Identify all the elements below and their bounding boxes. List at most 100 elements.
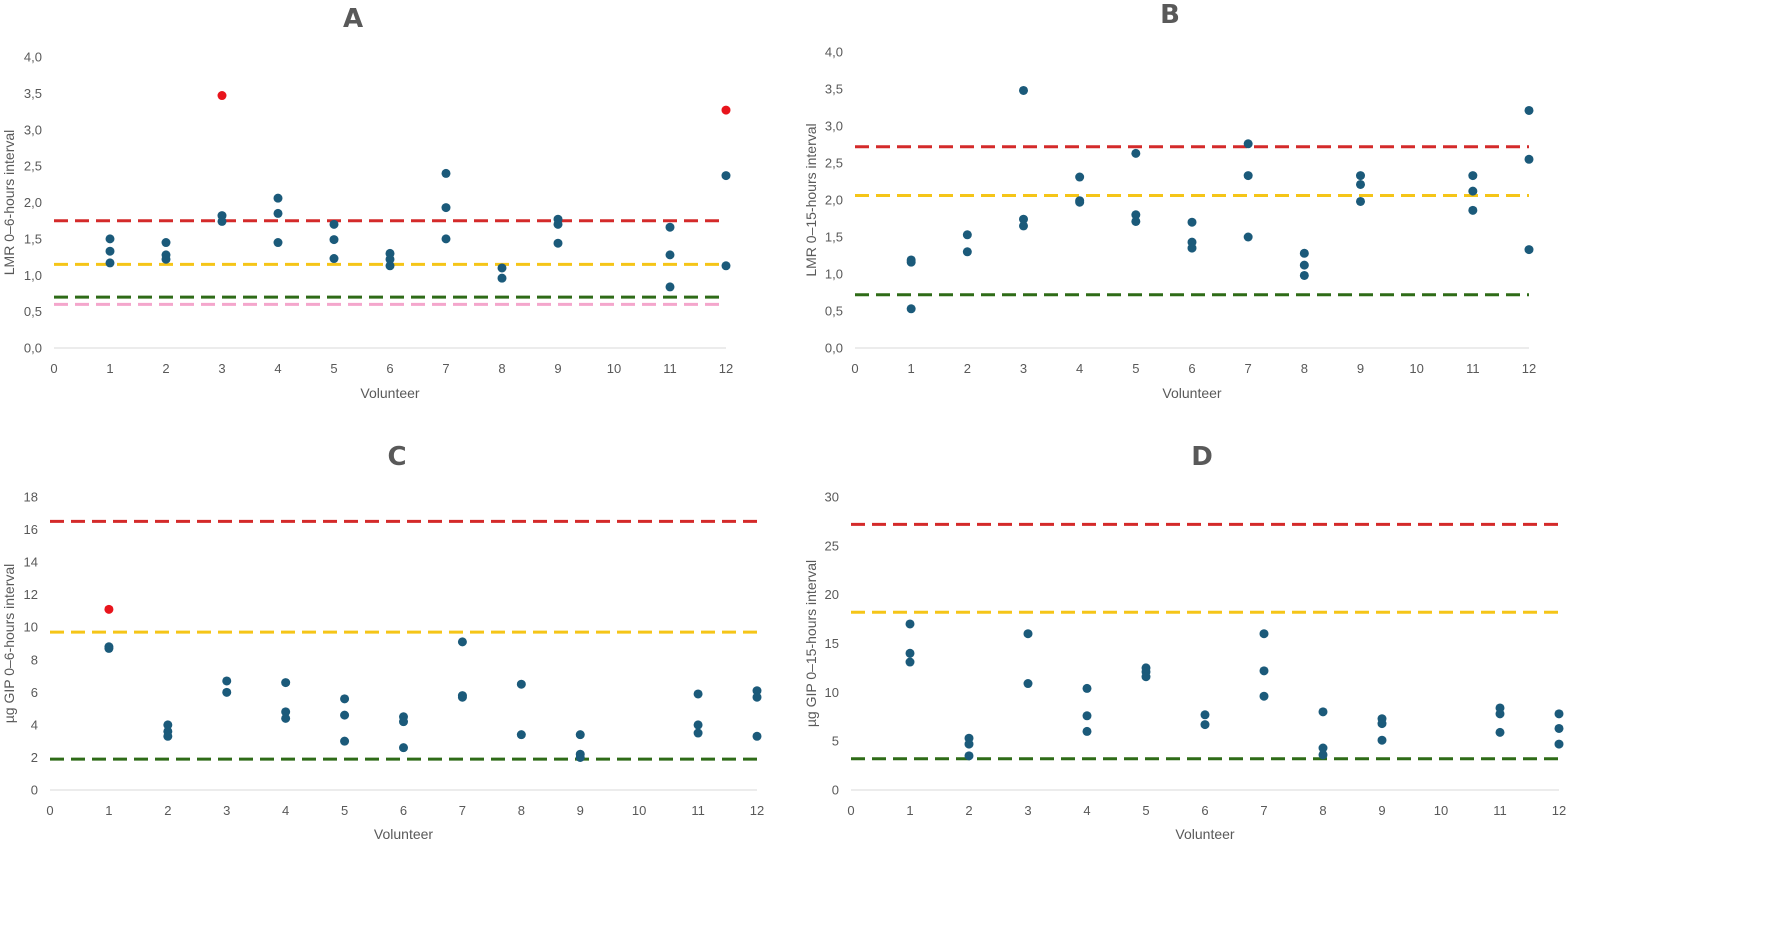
- y-tick-label: 2,5: [24, 159, 42, 174]
- chart-title: D: [1191, 442, 1213, 472]
- data-point: [340, 694, 350, 704]
- x-tick-label: 9: [1357, 361, 1364, 376]
- data-point: [905, 619, 915, 629]
- x-tick-label: 10: [632, 803, 646, 818]
- y-tick-label: 10: [24, 620, 38, 635]
- data-point: [340, 710, 350, 720]
- x-tick-label: 2: [965, 803, 972, 818]
- x-tick-label: 5: [1142, 803, 1149, 818]
- data-point: [1075, 172, 1085, 182]
- data-point: [721, 171, 731, 181]
- data-point: [329, 219, 339, 229]
- x-tick-label: 3: [1020, 361, 1027, 376]
- data-point: [1299, 260, 1309, 270]
- data-point: [1023, 679, 1033, 689]
- x-tick-label: 12: [750, 803, 764, 818]
- x-tick-label: 12: [719, 361, 733, 376]
- y-tick-label: 4: [31, 717, 38, 732]
- data-point: [1299, 270, 1309, 280]
- data-point: [441, 234, 451, 244]
- data-point: [1377, 719, 1387, 729]
- data-point: [441, 203, 451, 213]
- x-tick-label: 7: [1260, 803, 1267, 818]
- y-tick-label: 1,5: [24, 231, 42, 246]
- y-tick-label: 2,0: [24, 195, 42, 210]
- data-point: [104, 643, 114, 653]
- y-tick-label: 4,0: [24, 50, 42, 65]
- x-tick-label: 7: [1245, 361, 1252, 376]
- data-point: [905, 648, 915, 658]
- x-axis-title: Volunteer: [360, 385, 419, 401]
- y-tick-label: 3,5: [24, 86, 42, 101]
- y-tick-label: 0,5: [825, 304, 843, 319]
- y-axis-title: LMR 0–15-hours interval: [803, 123, 819, 276]
- data-point: [665, 282, 675, 292]
- data-point: [497, 263, 507, 273]
- y-tick-label: 20: [825, 587, 839, 602]
- x-tick-label: 4: [282, 803, 289, 818]
- x-tick-label: 6: [1188, 361, 1195, 376]
- data-point: [1259, 666, 1269, 676]
- y-tick-label: 8: [31, 652, 38, 667]
- y-tick-label: 10: [825, 685, 839, 700]
- data-point: [1299, 248, 1309, 258]
- data-point: [1243, 232, 1253, 242]
- y-tick-label: 18: [24, 490, 38, 505]
- data-point: [1019, 221, 1028, 231]
- data-point: [553, 219, 563, 229]
- x-tick-label: 1: [906, 803, 913, 818]
- data-point: [1524, 245, 1534, 255]
- data-point: [161, 238, 171, 248]
- y-tick-label: 3,0: [24, 122, 42, 137]
- x-tick-label: 11: [663, 361, 677, 376]
- data-point: [1377, 735, 1387, 745]
- data-point: [1554, 709, 1564, 719]
- data-point: [497, 273, 507, 283]
- y-tick-label: 5: [832, 734, 839, 749]
- y-tick-label: 16: [24, 522, 38, 537]
- data-point: [281, 678, 291, 688]
- x-tick-label: 8: [1301, 361, 1308, 376]
- data-point: [665, 250, 675, 260]
- y-tick-label: 3,5: [825, 82, 843, 97]
- data-point: [1019, 85, 1028, 95]
- data-point: [1200, 710, 1210, 720]
- y-tick-label: 30: [825, 490, 839, 505]
- data-point: [1131, 210, 1141, 220]
- data-point: [1075, 197, 1085, 207]
- data-point: [385, 254, 395, 264]
- data-point: [1468, 171, 1478, 181]
- data-point: [457, 692, 467, 702]
- data-point: [962, 230, 972, 240]
- y-tick-label: 0: [832, 783, 839, 798]
- data-point: [1524, 105, 1534, 115]
- data-point: [693, 720, 703, 730]
- data-point: [964, 751, 974, 761]
- x-tick-label: 7: [442, 361, 449, 376]
- x-tick-label: 7: [459, 803, 466, 818]
- x-tick-label: 11: [1466, 361, 1480, 376]
- data-point: [906, 304, 916, 314]
- x-tick-label: 0: [847, 803, 854, 818]
- x-tick-label: 9: [1378, 803, 1385, 818]
- data-point: [161, 254, 171, 264]
- y-tick-label: 0: [31, 783, 38, 798]
- data-point: [752, 686, 762, 696]
- data-point: [1259, 629, 1269, 639]
- x-tick-label: 1: [908, 361, 915, 376]
- data-point: [1243, 171, 1253, 181]
- data-point: [329, 235, 339, 245]
- data-point: [962, 247, 972, 257]
- y-tick-label: 0,0: [24, 341, 42, 356]
- x-tick-label: 6: [400, 803, 407, 818]
- y-tick-label: 25: [825, 538, 839, 553]
- data-point: [1243, 139, 1253, 149]
- x-tick-label: 0: [851, 361, 858, 376]
- x-axis-title: Volunteer: [374, 826, 433, 842]
- data-point: [163, 731, 173, 741]
- data-point: [222, 687, 232, 697]
- x-axis-title: Volunteer: [1175, 826, 1234, 842]
